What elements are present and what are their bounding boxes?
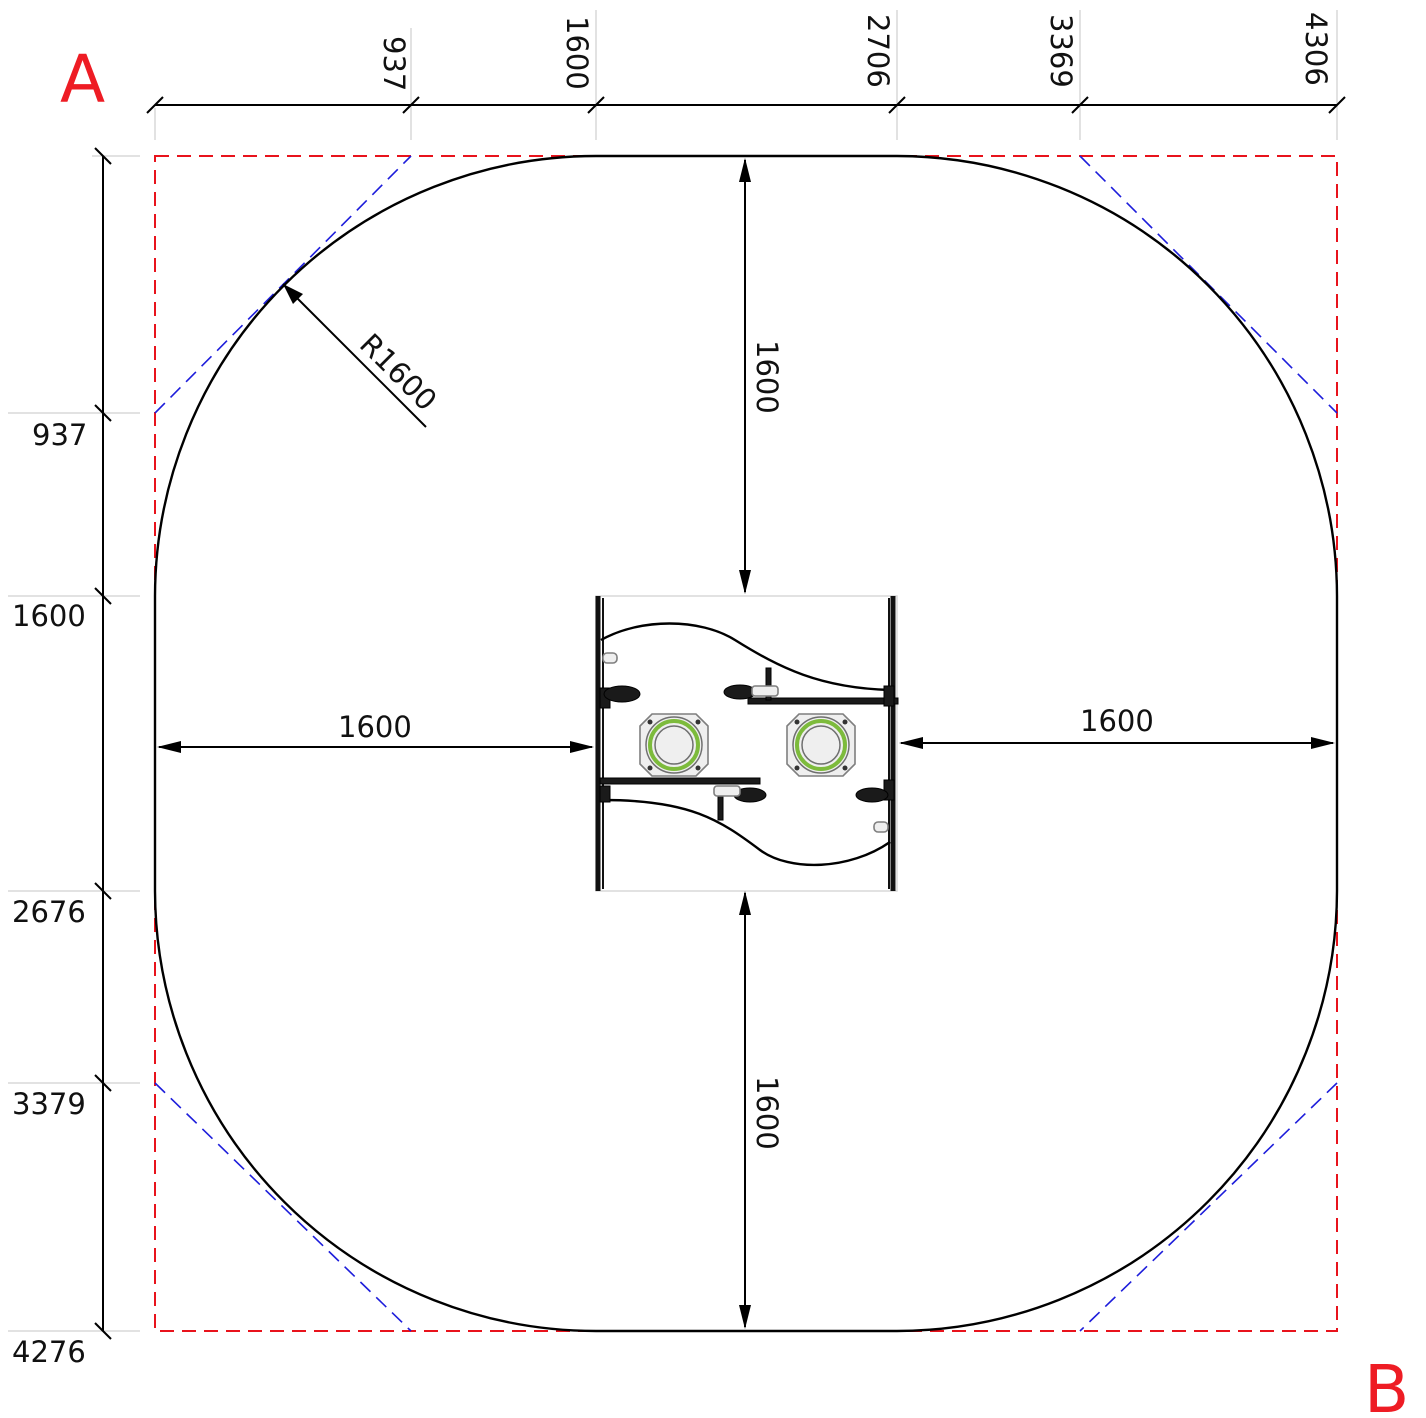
radius-annotation: R1600 xyxy=(282,283,444,428)
top-dim-4306: 4306 xyxy=(1299,12,1333,86)
clearance-right-label: 1600 xyxy=(1080,704,1154,738)
top-dimension-chain: 937 1600 2706 3369 4306 xyxy=(146,10,1346,140)
clearance-top-label: 1600 xyxy=(750,340,784,414)
top-dim-1600: 1600 xyxy=(560,16,594,90)
clearance-bottom: 1600 xyxy=(739,891,784,1329)
spring-rocker-icon xyxy=(786,713,856,777)
left-dimension-chain: 937 1600 2676 3379 4276 xyxy=(8,147,140,1369)
corner-label-a: A xyxy=(60,41,105,118)
left-dim-2676: 2676 xyxy=(12,895,86,929)
left-dim-1600: 1600 xyxy=(12,599,86,633)
left-dim-4276: 4276 xyxy=(12,1335,86,1369)
seat-board-top xyxy=(600,622,891,692)
safety-zone-outline xyxy=(153,154,1339,1333)
left-dim-3379: 3379 xyxy=(12,1087,86,1121)
radius-label: R1600 xyxy=(353,327,443,417)
clearance-left: 1600 xyxy=(157,710,594,753)
seat-board-bottom xyxy=(602,798,891,867)
left-dim-937: 937 xyxy=(32,418,87,452)
clearance-left-label: 1600 xyxy=(338,710,412,744)
spring-rocker-icon xyxy=(639,713,709,777)
handle-grip xyxy=(603,685,641,703)
top-dim-937: 937 xyxy=(377,36,411,91)
top-dim-2706: 2706 xyxy=(861,14,895,88)
clearance-bottom-label: 1600 xyxy=(750,1076,784,1150)
handle-bar-top xyxy=(747,697,899,705)
clearance-right: 1600 xyxy=(899,704,1335,749)
handle-grip xyxy=(855,787,889,803)
clearance-top: 1600 xyxy=(739,158,784,594)
top-dim-3369: 3369 xyxy=(1044,14,1078,88)
corner-label-b: B xyxy=(1364,1351,1409,1418)
double-springer-equipment xyxy=(595,596,899,891)
handle-bar-bottom xyxy=(599,777,761,785)
